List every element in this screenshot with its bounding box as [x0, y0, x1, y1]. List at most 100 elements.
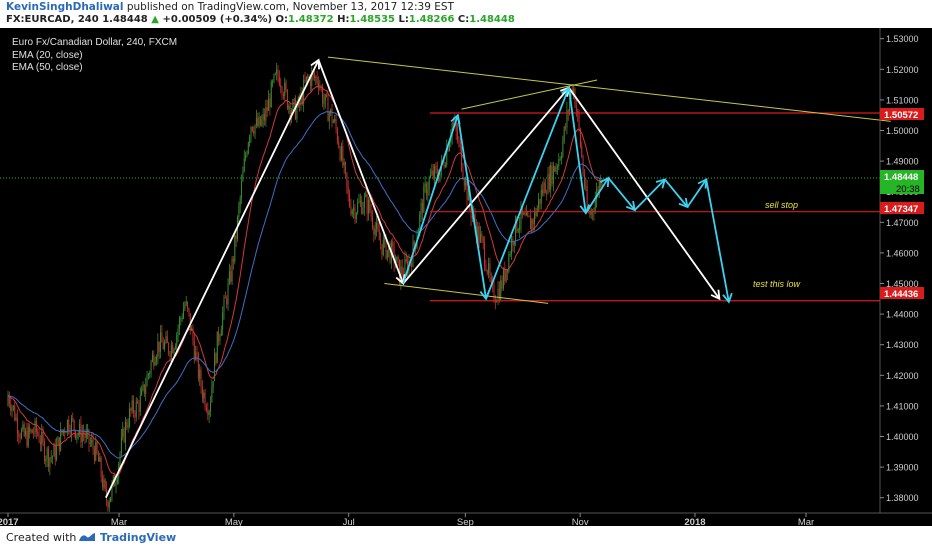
candle-body-426 [582, 156, 584, 174]
legend-ema20[interactable]: EMA (20, close) [12, 50, 83, 61]
candle-body-98 [139, 395, 141, 412]
candle-body-54 [80, 423, 82, 443]
candle-body-234 [323, 101, 325, 104]
candle-body-277 [381, 244, 383, 255]
candle-body-367 [502, 268, 504, 289]
candle-body-59 [87, 429, 89, 432]
candle-body-147 [205, 407, 207, 411]
candle-body-121 [170, 344, 172, 358]
price-tag-1-bg [880, 108, 924, 120]
candle-body-294 [404, 258, 406, 276]
candle-body-384 [525, 212, 527, 216]
candle-body-6 [15, 417, 17, 421]
candle-body-165 [230, 271, 232, 282]
y-tick-label-14: 1.39000 [886, 463, 919, 473]
footer: Created with TradingView [0, 526, 932, 550]
sell-stop-label: sell stop [765, 200, 798, 210]
candle-body-394 [539, 199, 541, 204]
candle-body-415 [567, 110, 569, 113]
candle-body-316 [434, 165, 436, 179]
candle-body-70 [102, 476, 103, 488]
candle-body-432 [590, 210, 592, 215]
candle-body-149 [208, 411, 210, 415]
candle-body-352 [482, 237, 484, 244]
candle-body-74 [107, 501, 109, 508]
candle-body-91 [130, 408, 132, 411]
price-chart[interactable]: 1.530001.520001.510001.500001.490001.480… [0, 28, 932, 526]
candle-body-69 [100, 457, 102, 477]
candle-body-319 [438, 176, 440, 181]
y-tick-label-4: 1.49000 [886, 157, 919, 167]
candle-body-11 [22, 424, 24, 430]
candle-body-239 [330, 109, 332, 114]
up-arrow-icon: ▲ [151, 14, 159, 25]
candle-body-95 [135, 401, 137, 418]
candle-body-211 [292, 100, 294, 112]
candle-body-53 [79, 423, 81, 434]
candle-body-16 [29, 426, 31, 432]
candle-body-64 [93, 448, 95, 461]
candle-body-332 [455, 122, 457, 132]
candle-body-23 [38, 434, 40, 442]
candle-body-364 [498, 288, 500, 301]
candle-body-340 [466, 180, 468, 201]
candle-body-349 [478, 226, 480, 243]
candle-body-172 [239, 197, 241, 207]
candle-body-305 [419, 213, 421, 230]
candle-body-408 [558, 159, 560, 167]
candle-body-188 [261, 120, 263, 126]
candle-body-286 [393, 245, 395, 264]
candle-body-285 [392, 242, 394, 246]
candle-body-313 [430, 174, 432, 178]
candle-body-113 [160, 332, 162, 352]
close-value: 1.48448 [469, 14, 515, 25]
candle-body-33 [52, 456, 54, 458]
candle-body-17 [30, 429, 32, 432]
created-with-text: Created with [6, 531, 77, 544]
candle-body-148 [207, 410, 209, 415]
price-tag-2-text: 1.48448 [884, 172, 918, 183]
candle-body-156 [218, 331, 220, 341]
candle-body-198 [274, 73, 276, 75]
candle-body-391 [535, 210, 537, 217]
candle-body-220 [304, 79, 306, 82]
candle-body-399 [546, 193, 548, 195]
candle-body-143 [200, 369, 202, 388]
candle-body-222 [307, 76, 309, 79]
candle-body-205 [284, 82, 286, 96]
candle-body-138 [193, 340, 195, 361]
candle-body-283 [389, 246, 391, 263]
candle-body-57 [84, 433, 86, 438]
tradingview-brand[interactable]: TradingView [100, 531, 177, 544]
candle-body-1 [8, 395, 10, 404]
countdown-tag-text: 20:38 [896, 184, 920, 195]
candle-body-72 [104, 479, 106, 489]
candle-body-146 [204, 392, 206, 408]
price-tag-4-bg [880, 287, 924, 299]
candle-body-178 [247, 142, 249, 154]
candle-body-139 [195, 352, 197, 361]
candle-body-368 [504, 268, 506, 282]
candle-body-196 [272, 81, 274, 83]
candle-body-109 [154, 361, 156, 366]
candle-body-181 [251, 126, 253, 132]
y-tick-label-8: 1.45000 [886, 279, 919, 289]
white-zigzag-segment-1 [317, 59, 405, 284]
price-tag-3: 1.47347 [880, 202, 924, 215]
candle-body-120 [169, 353, 171, 358]
candle-body-304 [417, 229, 419, 238]
candle-body-61 [89, 442, 91, 444]
candle-body-358 [490, 277, 492, 282]
candle-body-262 [361, 200, 363, 214]
candle-body-266 [366, 194, 368, 214]
candle-body-252 [347, 186, 349, 194]
legend-ema50[interactable]: EMA (50, close) [12, 62, 83, 73]
candle-body-43 [65, 432, 67, 434]
candle-body-37 [57, 437, 59, 445]
white-zigzag-arrowhead-0 [310, 58, 320, 70]
candle-body-130 [183, 309, 184, 319]
candle-body-257 [354, 207, 356, 220]
candle-body-276 [380, 240, 382, 245]
author-name[interactable]: KevinSinghDhaliwal [6, 1, 124, 13]
candle-body-248 [342, 146, 344, 166]
